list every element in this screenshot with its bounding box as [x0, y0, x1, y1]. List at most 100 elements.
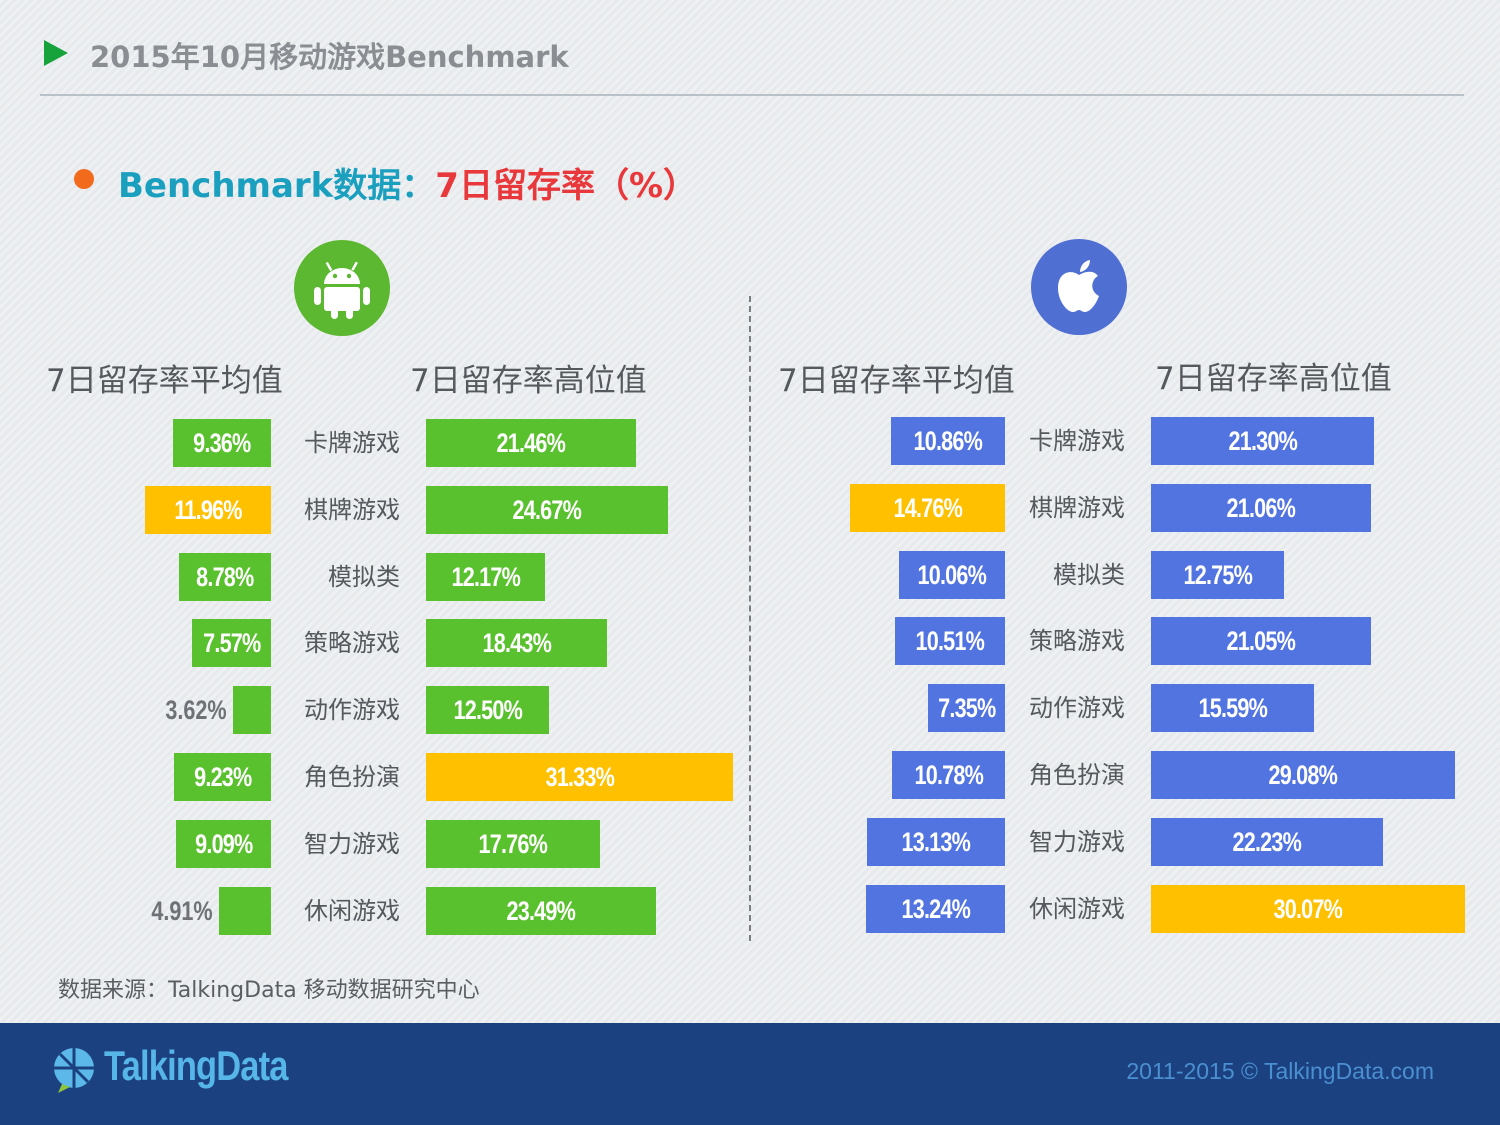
android-high-value-label: 24.67% — [512, 494, 582, 525]
ios-high-value-label: 22.23% — [1232, 826, 1302, 857]
ios-category-label: 休闲游戏 — [1029, 895, 1125, 923]
ios-avg-bar: 7.35% — [928, 684, 1005, 732]
ios-high-bar: 22.23% — [1151, 818, 1383, 866]
ios-high-value-label: 21.30% — [1228, 425, 1297, 456]
android-category-label: 角色扮演 — [304, 763, 400, 791]
android-avg-value-label: 9.36% — [193, 427, 251, 458]
android-high-bar: 24.67% — [426, 486, 668, 534]
source-note: 数据来源：TalkingData 移动数据研究中心 — [58, 978, 480, 1003]
android-avg-value-label: 9.23% — [193, 761, 252, 792]
talkingdata-logo-icon — [54, 1048, 94, 1093]
copyright: 2011-2015 © TalkingData.com — [1126, 1058, 1434, 1084]
ios-avg-value-label: 13.13% — [901, 826, 971, 857]
android-high-value-label: 12.50% — [453, 694, 522, 725]
android-category-label: 模拟类 — [328, 563, 400, 591]
chart-subtitle: Benchmark数据：7日留存率（%） — [118, 158, 697, 207]
bullet-icon — [74, 169, 94, 189]
ios-high-value-label: 12.75% — [1183, 559, 1252, 590]
footer-brand: TalkingData — [104, 1042, 328, 1090]
android-avg-value-label: 7.57% — [202, 627, 261, 658]
platform-divider — [749, 296, 751, 941]
ios-avg-bar: 14.76% — [850, 484, 1005, 532]
page-title: 2015年10月移动游戏Benchmark — [90, 40, 569, 74]
android-high-value-label: 17.76% — [478, 828, 548, 859]
android-high-bar: 12.50% — [426, 686, 549, 734]
ios-avg-value-label: 14.76% — [893, 492, 962, 523]
ios-avg-bar: 13.24% — [866, 885, 1005, 933]
ios-avg-bar: 10.78% — [892, 751, 1005, 799]
android-avg-header: 7日留存率平均值 — [46, 363, 283, 399]
ios-avg-value-label: 10.06% — [917, 559, 987, 590]
ios-category-label: 策略游戏 — [1029, 627, 1125, 655]
ios-avg-value-label: 13.24% — [901, 893, 970, 924]
android-category-label: 休闲游戏 — [304, 897, 400, 925]
ios-avg-value-label: 7.35% — [937, 692, 996, 723]
android-avg-bar: 9.23% — [174, 753, 271, 801]
android-high-bar: 21.46% — [426, 419, 636, 467]
ios-high-value-label: 29.08% — [1268, 759, 1338, 790]
ios-high-bar: 21.05% — [1151, 617, 1371, 665]
android-high-value-label: 18.43% — [482, 627, 551, 658]
android-avg-bar — [233, 686, 271, 734]
android-avg-value-label: 9.09% — [194, 828, 253, 859]
android-category-label: 卡牌游戏 — [304, 429, 400, 457]
subtitle-metric: 7日留存率（%） — [435, 166, 698, 206]
android-category-label: 动作游戏 — [304, 696, 400, 724]
ios-high-bar: 21.06% — [1151, 484, 1371, 532]
android-high-bar: 12.17% — [426, 553, 545, 601]
ios-avg-bar: 10.06% — [899, 551, 1005, 599]
ios-avg-bar: 10.86% — [891, 417, 1005, 465]
ios-category-label: 角色扮演 — [1029, 761, 1125, 789]
android-avg-value-label: 4.91% — [151, 896, 213, 926]
android-avg-value-label: 11.96% — [174, 494, 242, 525]
android-high-value-label: 12.17% — [451, 561, 520, 592]
android-avg-bar: 11.96% — [145, 486, 271, 534]
footer-bar — [0, 1023, 1500, 1125]
ios-avg-bar: 10.51% — [895, 617, 1005, 665]
ios-avg-value-label: 10.51% — [915, 625, 985, 656]
android-high-value-label: 21.46% — [496, 427, 566, 458]
android-avg-bar: 7.57% — [192, 619, 271, 667]
apple-icon — [1031, 239, 1127, 335]
title-arrow-icon — [44, 40, 68, 66]
ios-high-bar: 15.59% — [1151, 684, 1314, 732]
ios-high-value-label: 21.06% — [1226, 492, 1296, 523]
ios-avg-header: 7日留存率平均值 — [778, 363, 1015, 399]
android-avg-bar: 8.78% — [179, 553, 271, 601]
android-high-bar: 17.76% — [426, 820, 600, 868]
android-avg-bar — [219, 887, 271, 935]
footer-brand-text: TalkingData — [104, 1042, 288, 1089]
android-avg-value-label: 3.62% — [165, 695, 227, 725]
android-high-value-label: 23.49% — [506, 895, 576, 926]
android-avg-value-label: 8.78% — [196, 561, 254, 592]
android-high-bar: 23.49% — [426, 887, 656, 935]
ios-high-bar: 21.30% — [1151, 417, 1374, 465]
android-category-label: 策略游戏 — [304, 629, 400, 657]
android-high-header: 7日留存率高位值 — [410, 363, 647, 399]
android-category-label: 智力游戏 — [304, 830, 400, 858]
ios-category-label: 棋牌游戏 — [1029, 494, 1125, 522]
ios-category-label: 动作游戏 — [1029, 694, 1125, 722]
ios-high-header: 7日留存率高位值 — [1155, 361, 1392, 397]
ios-high-value-label: 30.07% — [1273, 893, 1343, 924]
ios-high-bar: 12.75% — [1151, 551, 1284, 599]
android-icon — [294, 240, 390, 336]
ios-category-label: 智力游戏 — [1029, 828, 1125, 856]
ios-high-bar: 29.08% — [1151, 751, 1455, 799]
ios-avg-value-label: 10.78% — [914, 759, 983, 790]
ios-category-label: 模拟类 — [1053, 561, 1125, 589]
android-avg-bar: 9.09% — [176, 820, 271, 868]
ios-high-value-label: 21.05% — [1226, 625, 1296, 656]
ios-avg-value-label: 10.86% — [913, 425, 983, 456]
ios-avg-bar: 13.13% — [867, 818, 1005, 866]
android-category-label: 棋牌游戏 — [304, 496, 400, 524]
ios-category-label: 卡牌游戏 — [1029, 427, 1125, 455]
android-avg-bar: 9.36% — [173, 419, 271, 467]
android-high-bar: 31.33% — [426, 753, 733, 801]
android-high-bar: 18.43% — [426, 619, 607, 667]
ios-high-bar: 30.07% — [1151, 885, 1465, 933]
subtitle-prefix: Benchmark数据： — [118, 166, 436, 206]
ios-high-value-label: 15.59% — [1198, 692, 1267, 723]
android-high-value-label: 31.33% — [545, 761, 614, 792]
header-divider — [40, 94, 1464, 96]
